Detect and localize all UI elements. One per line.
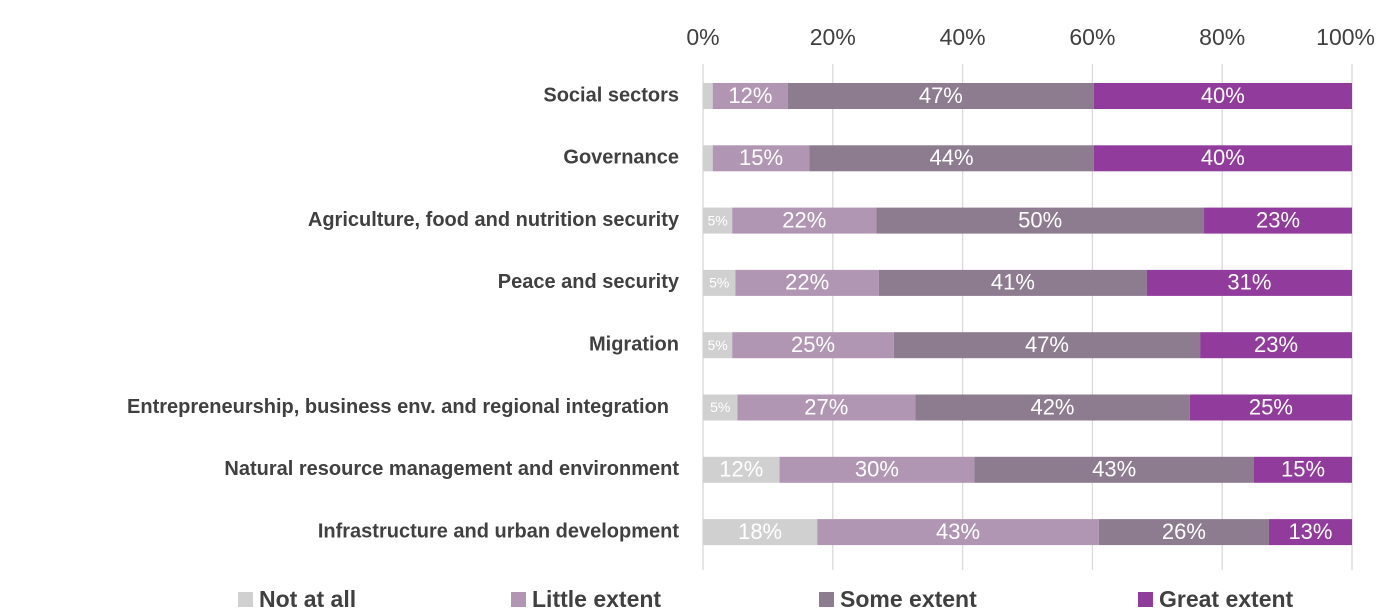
legend-swatch [238,591,253,607]
bar-segment [878,269,1147,296]
legend-item: Great extent [1138,586,1293,612]
category-label: Migration [589,333,679,355]
data-label: 26% [1162,519,1206,544]
data-label: 47% [1025,332,1069,357]
data-label: 25% [1249,394,1293,419]
bar-segment [703,456,780,483]
bar-segment [712,145,810,172]
bar-segment [1093,145,1352,172]
category-label: Agriculture, food and nutrition security [308,209,680,231]
bar-segment [1200,332,1352,359]
bar-segment [809,145,1094,172]
bar-segment [703,394,738,421]
data-label: 27% [804,394,848,419]
bar-segment [712,83,789,109]
bar-segment [817,519,1099,546]
data-label: 43% [1092,457,1136,482]
bar-segment [788,83,1094,109]
legend-label: Not at all [259,585,357,612]
bar-segment [915,394,1190,421]
category-label: Peace and security [498,271,680,293]
category-label: Entrepreneurship, business env. and regi… [127,396,669,418]
x-tick-label: 100% [1316,24,1375,50]
bar-segment [1146,269,1352,296]
bar-segment [1093,83,1352,109]
data-label: 5% [707,337,727,353]
category-label: Social sectors [543,84,679,106]
data-label: 50% [1018,207,1062,232]
legend-item: Not at all [238,586,356,612]
bar-segment [974,456,1255,483]
legend-label: Some extent [840,585,977,612]
data-label: 42% [1030,394,1074,419]
data-label: 43% [936,519,980,544]
data-label: 13% [1288,519,1332,544]
category-label: Infrastructure and urban development [318,520,680,542]
data-label: 12% [719,457,763,482]
bar-segment [1189,394,1352,421]
x-tick-label: 60% [1069,24,1115,50]
x-tick-label: 20% [810,24,856,50]
data-label: 40% [1201,83,1245,108]
data-label: 5% [710,399,730,415]
bar-segment [732,332,894,359]
data-label: 25% [791,332,835,357]
legend-label: Little extent [532,585,662,612]
legend-swatch [1138,591,1153,607]
data-label: 47% [919,83,963,108]
x-tick-label: 0% [686,24,719,50]
legend-item: Some extent [819,586,977,612]
legend-swatch [511,591,526,607]
data-label: 31% [1227,270,1271,295]
bar-segment [732,207,877,234]
data-label: 30% [855,457,899,482]
data-label: 15% [739,145,783,170]
chart-svg: 0% 20% 40% 60% 80% 100% Social sectors 12% 47% 40… [127,24,1375,570]
legend-label: Great extent [1159,585,1294,612]
bar-segment [703,207,733,234]
bar-segment [703,269,736,296]
data-label: 22% [785,270,829,295]
data-label: 5% [707,212,727,228]
bar-segment [703,83,713,109]
bar-segment [1204,207,1352,234]
data-label: 18% [738,519,782,544]
bar-segment [893,332,1201,359]
data-label: 44% [930,145,974,170]
bar-segment [703,519,818,546]
bar-segment [779,456,975,483]
data-label: 23% [1256,207,1300,232]
category-label: Natural resource management and environm… [224,458,679,480]
data-label: 22% [782,207,826,232]
bar-segment [703,145,713,172]
bar-segment [735,269,879,296]
bar-segment [1098,519,1269,546]
bar-segment [876,207,1205,234]
data-label: 5% [709,275,729,291]
legend-item: Little extent [511,586,661,612]
data-label: 41% [991,270,1035,295]
x-tick-label: 80% [1199,24,1245,50]
data-label: 15% [1281,457,1325,482]
bar-segment [703,332,733,359]
bar-segment [737,394,916,421]
bar-segment [1268,519,1352,546]
category-label: Governance [563,147,679,169]
data-label: 40% [1201,145,1245,170]
data-label: 23% [1254,332,1298,357]
legend: Not at all Little extent Some extent Great … [0,586,1389,612]
bar-segment [1254,456,1352,483]
data-label: 12% [728,83,772,108]
x-tick-label: 40% [940,24,986,50]
legend-swatch [819,591,834,607]
